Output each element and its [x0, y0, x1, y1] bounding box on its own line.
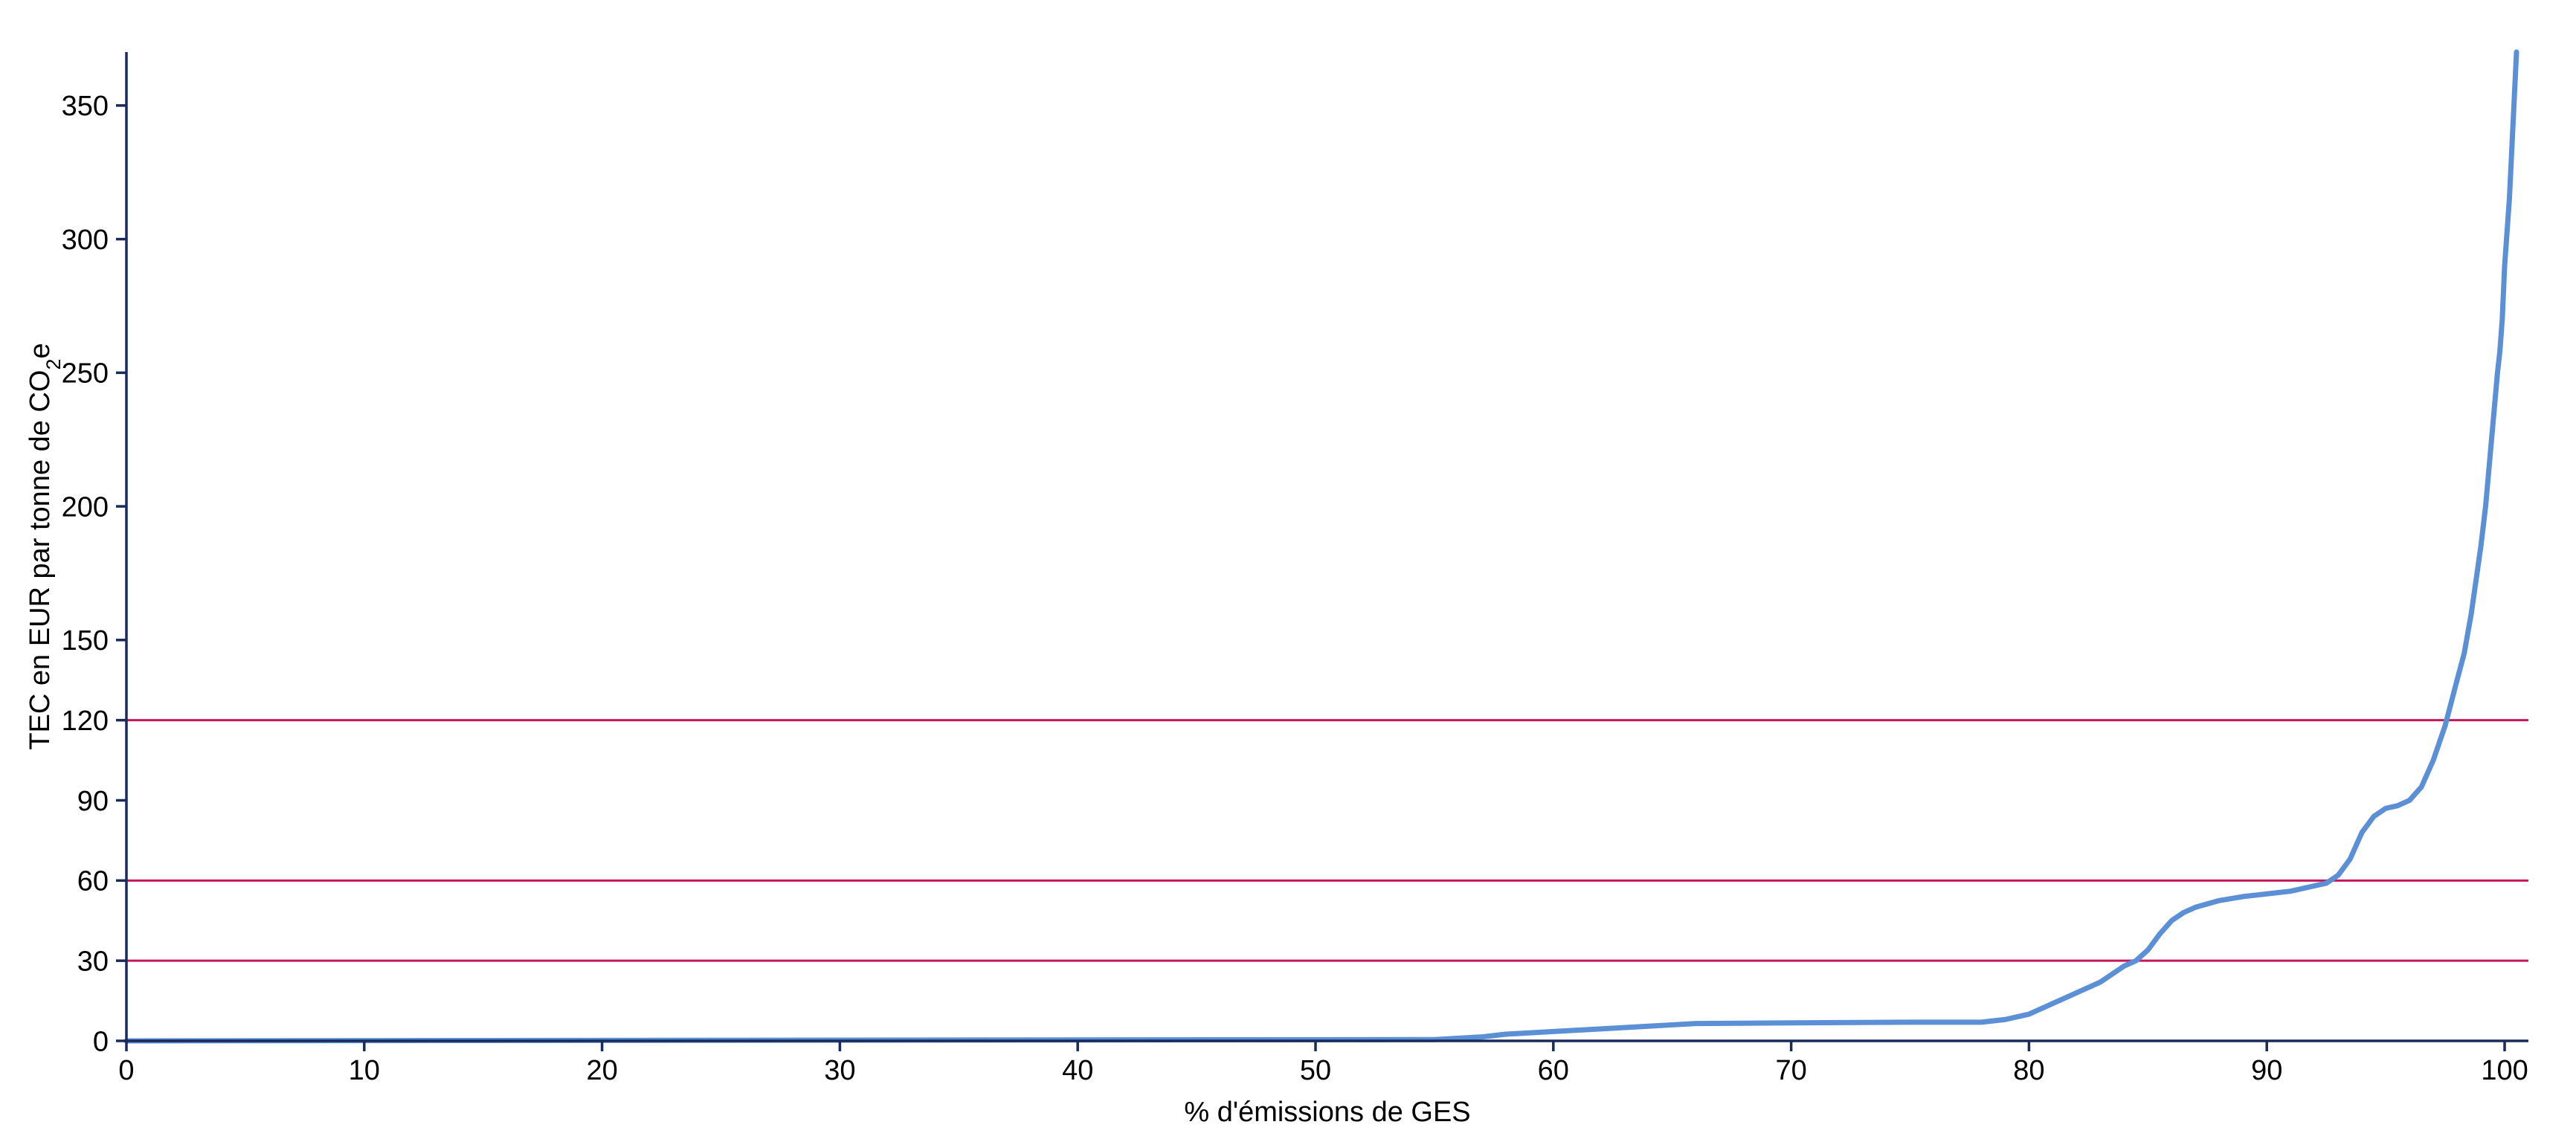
y-tick-label: 150: [62, 625, 109, 657]
line-chart: 0 10 20 30 40 50 60 70 80 90 100 0 30 60 90 120 150 200 25…: [0, 0, 2576, 1142]
x-axis-label: % d'émissions de GES: [1184, 1097, 1470, 1128]
y-tick-label: 120: [62, 706, 109, 737]
x-tick-label: 20: [586, 1055, 617, 1086]
x-tick-label: 90: [2251, 1055, 2282, 1086]
y-tick-label: 60: [77, 866, 109, 897]
y-tick-label: 200: [62, 491, 109, 523]
x-tick-label: 100: [2481, 1055, 2528, 1086]
y-tick-label: 350: [62, 91, 109, 122]
x-tick-label: 50: [1300, 1055, 1331, 1086]
data-series-line: [126, 52, 2517, 1041]
y-axis-label: TEC en EUR par tonne de CO2e: [25, 343, 65, 749]
y-tick-label: 300: [62, 225, 109, 256]
y-tick-label: 250: [62, 358, 109, 390]
x-tick-label: 40: [1062, 1055, 1093, 1086]
y-tick-label: 0: [93, 1026, 109, 1057]
y-tick-label: 90: [77, 786, 109, 817]
chart-container: 0 10 20 30 40 50 60 70 80 90 100 0 30 60 90 120 150 200 25…: [0, 0, 2576, 1142]
y-tick-label: 30: [77, 946, 109, 977]
x-tick-label: 30: [824, 1055, 855, 1086]
x-tick-label: 0: [118, 1055, 134, 1086]
x-tick-label: 10: [349, 1055, 380, 1086]
x-tick-label: 70: [1775, 1055, 1806, 1086]
x-tick-label: 60: [1538, 1055, 1569, 1086]
x-tick-label: 80: [2013, 1055, 2044, 1086]
